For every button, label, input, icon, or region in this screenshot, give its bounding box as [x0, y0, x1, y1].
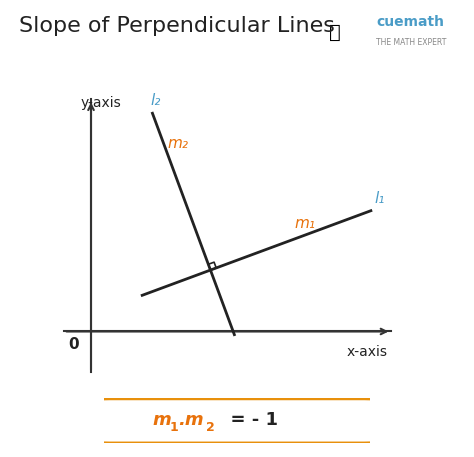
Text: m: m [152, 411, 171, 430]
Text: x-axis: x-axis [347, 345, 388, 359]
Text: .m: .m [179, 411, 204, 430]
Text: THE MATH EXPERT: THE MATH EXPERT [376, 37, 447, 47]
Text: Slope of Perpendicular Lines: Slope of Perpendicular Lines [19, 16, 335, 36]
Text: m₂: m₂ [168, 136, 189, 151]
Text: m₁: m₁ [294, 216, 315, 231]
Text: l₁: l₁ [374, 191, 384, 206]
Text: 1: 1 [169, 421, 178, 434]
FancyBboxPatch shape [96, 399, 378, 443]
Text: l₂: l₂ [151, 93, 161, 108]
Text: 🚀: 🚀 [329, 22, 341, 42]
Text: = - 1: = - 1 [219, 411, 278, 430]
Text: y-axis: y-axis [81, 96, 121, 110]
Text: 2: 2 [207, 421, 215, 434]
Text: cuemath: cuemath [376, 15, 444, 29]
Text: 0: 0 [68, 337, 79, 351]
